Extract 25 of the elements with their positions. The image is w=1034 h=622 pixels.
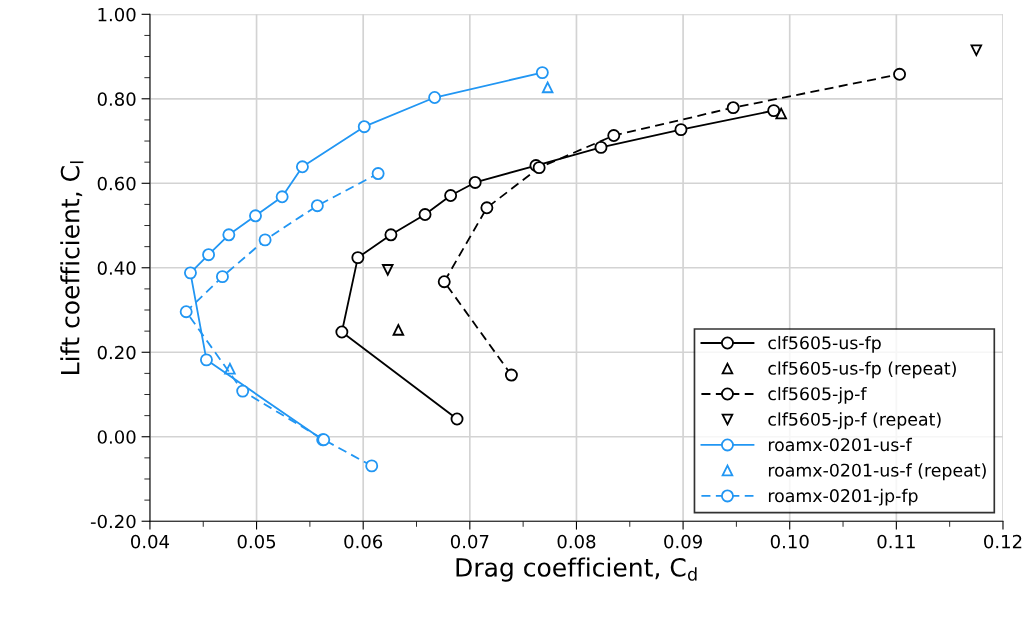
y-tick-label: 0.20 — [97, 345, 136, 360]
y-tick-label: 0.80 — [97, 92, 136, 106]
x-tick-label: 0.08 — [557, 534, 596, 549]
x-tick-label: 0.10 — [770, 534, 809, 549]
x-tick-label: 0.09 — [664, 534, 702, 549]
x-tick-label: 0.12 — [984, 534, 1022, 549]
y-tick-label: 0.00 — [97, 430, 136, 444]
x-tick-label: 0.05 — [237, 534, 276, 549]
x-tick-label: 0.11 — [877, 534, 915, 549]
legend-label: clf5605-jp-f — [768, 386, 867, 404]
legend-label: roamx-0201-us-f (repeat) — [768, 463, 986, 481]
y-axis-title: Lift coefficient, C$_{l}$ — [60, 161, 84, 374]
y-tick-label: -0.20 — [90, 514, 136, 529]
legend-label: roamx-0201-jp-fp — [768, 488, 918, 506]
x-tick-label: 0.06 — [344, 534, 383, 549]
y-tick-label: 0.40 — [97, 261, 136, 275]
legend-label: roamx-0201-us-f — [768, 437, 913, 452]
x-tick-label: 0.04 — [131, 534, 170, 549]
legend-label: clf5605-jp-f (repeat) — [768, 412, 941, 430]
legend-label: clf5605-us-fp (repeat) — [768, 361, 956, 379]
x-axis-title: Drag coefficient, C$_{d}$ — [456, 557, 697, 582]
y-tick-label: 1.00 — [98, 7, 136, 22]
x-tick-label: 0.07 — [450, 534, 489, 549]
y-tick-label: 0.60 — [97, 176, 136, 191]
legend-label: clf5605-us-fp — [768, 335, 881, 353]
